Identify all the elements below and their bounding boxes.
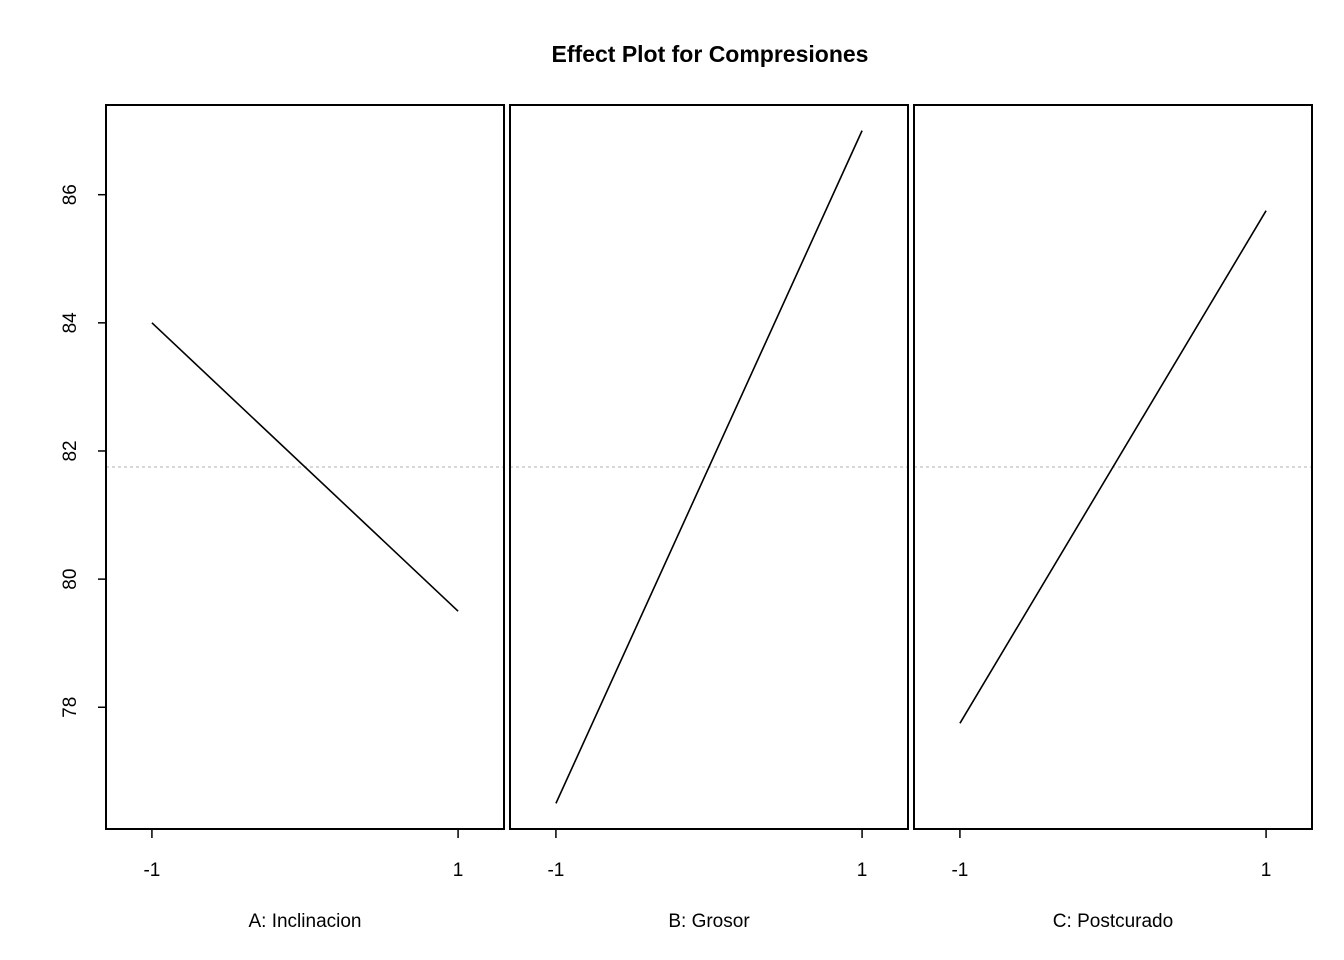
y-tick-label-4: 86 [60,184,81,205]
chart-title: Effect Plot for Compresiones [552,41,869,67]
panel-frame [105,104,505,830]
x-tick-label-0: -1 [143,860,160,881]
panel-frame [509,104,909,830]
x-axis-label: A: Inclinacion [248,911,361,932]
x-tick-label-1: 1 [453,860,464,881]
y-tick-label-2: 82 [60,440,81,461]
y-axis: 78 80 82 84 86 [60,184,106,718]
y-tick-label-1: 80 [60,569,81,590]
effect-line [555,130,863,804]
x-tick-label-1: 1 [1261,860,1272,881]
panel-frame [913,104,1313,830]
x-axis-label: C: Postcurado [1053,911,1173,932]
x-axis-label: B: Grosor [668,911,750,932]
effect-line [151,322,459,612]
x-tick-label-1: 1 [857,860,868,881]
effect-line [959,210,1267,724]
panel-3: -1 1 C: Postcurado [913,104,1313,932]
x-tick-label-0: -1 [951,860,968,881]
y-tick-label-0: 78 [60,697,81,718]
effect-panels: -1 1 A: Inclinacion -1 1 B: Grosor -1 1 C: Postc… [105,104,1313,932]
panel-1: -1 1 A: Inclinacion [105,104,505,932]
panel-2: -1 1 B: Grosor [509,104,909,932]
x-tick-label-0: -1 [547,860,564,881]
y-tick-label-3: 84 [60,312,81,334]
